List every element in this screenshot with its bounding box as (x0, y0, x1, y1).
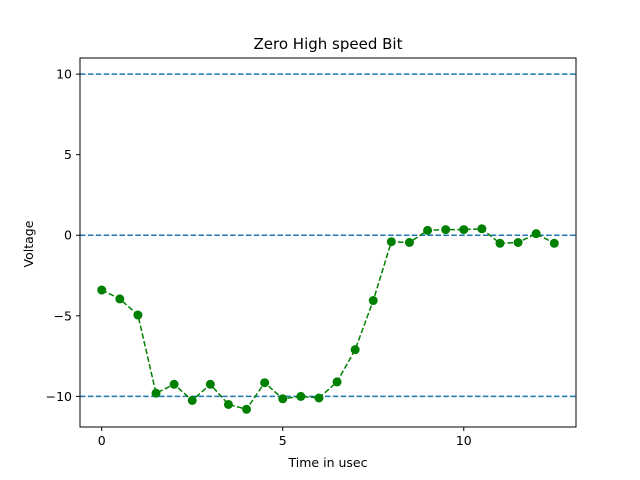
data-point (133, 310, 143, 320)
data-point (314, 393, 324, 403)
data-point (97, 285, 107, 295)
data-point (350, 345, 360, 355)
data-point (205, 379, 215, 389)
data-point (477, 224, 487, 234)
y-tick-label: 0 (64, 228, 72, 243)
y-axis-label: Voltage (21, 220, 36, 267)
data-point (223, 399, 233, 409)
series-layer (97, 224, 559, 414)
data-point (187, 395, 197, 405)
data-point (495, 238, 505, 248)
x-tick-label: 5 (279, 433, 287, 448)
data-point (531, 229, 541, 239)
x-tick-label: 10 (456, 433, 472, 448)
data-point (441, 225, 451, 235)
data-point (278, 394, 288, 404)
x-axis: 0 5 10 (98, 427, 472, 448)
data-point (549, 238, 559, 248)
plot-frame (79, 57, 577, 428)
reference-lines (80, 73, 576, 398)
y-tick-label: −10 (46, 389, 72, 404)
data-point (513, 238, 523, 247)
chart-title: Zero High speed Bit (254, 35, 403, 53)
data-point (151, 388, 161, 398)
y-axis: −10 −5 0 5 10 (46, 67, 80, 404)
data-point (423, 225, 433, 235)
data-point (242, 404, 252, 414)
data-point (368, 296, 378, 306)
data-point (169, 379, 179, 389)
y-tick-label: −5 (54, 308, 72, 323)
x-axis-label: Time in usec (288, 455, 368, 470)
data-point (115, 294, 125, 304)
y-tick-label: 5 (64, 147, 72, 162)
data-point (332, 377, 342, 387)
data-point (296, 391, 306, 401)
data-point (386, 237, 396, 247)
data-point (260, 378, 270, 388)
y-tick-label: 10 (56, 67, 72, 82)
data-point (459, 225, 469, 235)
data-point (404, 238, 414, 247)
x-tick-label: 0 (98, 433, 106, 448)
series-line (101, 228, 555, 411)
